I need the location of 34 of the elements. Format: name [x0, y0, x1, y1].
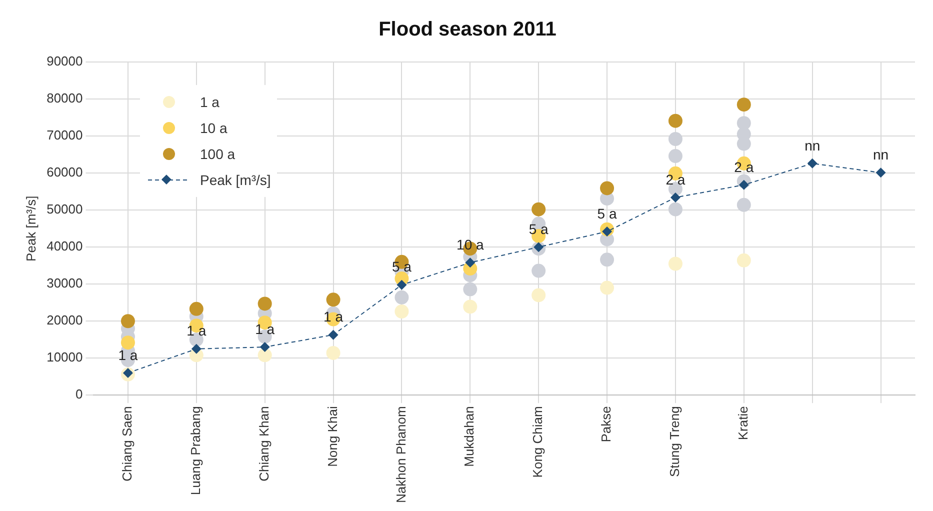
legend-label: 1 a [200, 94, 220, 110]
y-tick-label: 20000 [46, 312, 83, 328]
x-tick-label: Mukdahan [462, 406, 477, 467]
legend-label: 10 a [200, 120, 228, 136]
annotation: 5 a [597, 205, 617, 222]
x-tick-label: Stung Treng [667, 406, 682, 477]
chart-title: Flood season 2011 [378, 18, 556, 41]
x-tick-label: Luang Prabang [188, 406, 203, 496]
annotation: nn [804, 137, 820, 154]
annotation: 10 a [456, 236, 484, 252]
y-tick-label: 40000 [46, 238, 83, 254]
y-tick-label: 60000 [46, 164, 83, 180]
x-tick-label: Chiang Khan [256, 406, 272, 482]
legend-label: 100 a [200, 146, 236, 162]
x-tick-label: Kratie [735, 406, 750, 440]
x-tick-label: Nong Khai [324, 406, 340, 467]
y-tick-label: 50000 [46, 202, 83, 217]
y-axis-title: Peak [m³/s] [23, 196, 38, 262]
x-tick-label: Kong Chiam [530, 406, 546, 478]
annotation: 2 a [666, 171, 686, 188]
y-tick-label: 70000 [46, 128, 83, 143]
x-tick-label: Pakse [598, 406, 614, 442]
annotation: 5 a [528, 220, 549, 237]
annotation: nn [872, 146, 889, 163]
y-tick-label: 30000 [46, 276, 83, 291]
x-tick-label: Chiang Saen [120, 406, 135, 482]
legend-label: Peak [m³/s] [200, 172, 271, 188]
y-tick-label: 10000 [46, 350, 83, 365]
annotation: 1 a [255, 320, 275, 337]
x-tick-label: Nakhon Phanom [393, 406, 408, 504]
y-tick-label: 0 [76, 386, 83, 402]
annotation: 1 a [118, 346, 138, 363]
y-tick-label: 90000 [46, 54, 83, 69]
y-tick-label: 80000 [46, 90, 83, 106]
